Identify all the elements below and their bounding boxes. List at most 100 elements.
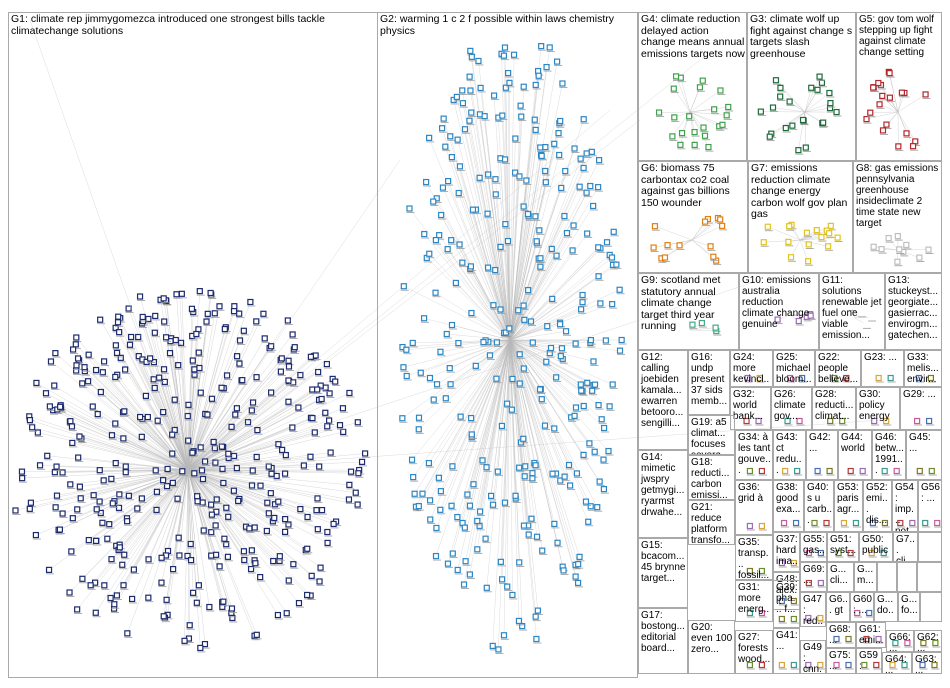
g1-edge bbox=[187, 469, 321, 568]
g2-node bbox=[497, 306, 504, 313]
g2-node bbox=[520, 203, 527, 210]
g1-node bbox=[99, 519, 106, 526]
g1-node bbox=[282, 451, 289, 459]
g2-node bbox=[538, 152, 545, 159]
g6-edge bbox=[654, 225, 693, 241]
group-panel-g68: G68: ... bbox=[826, 622, 856, 648]
g2-node bbox=[576, 183, 583, 190]
g1-node bbox=[12, 507, 19, 514]
g29-node bbox=[913, 417, 921, 425]
g1-node bbox=[128, 333, 135, 341]
g30-node bbox=[871, 417, 878, 425]
g41-node bbox=[778, 661, 785, 669]
g38-node bbox=[792, 519, 800, 527]
g2-node bbox=[427, 516, 434, 523]
g2-node bbox=[426, 497, 434, 504]
g1-node bbox=[101, 582, 108, 589]
g2-node bbox=[436, 232, 443, 239]
g2-node bbox=[432, 289, 439, 296]
g3-node bbox=[772, 77, 780, 84]
g1-node bbox=[79, 575, 86, 582]
g2-node bbox=[502, 221, 509, 228]
g2-node bbox=[505, 69, 512, 77]
g2-edge bbox=[509, 339, 605, 429]
g1-edge bbox=[187, 469, 318, 530]
group-label-g27: G27: forests wood... bbox=[738, 632, 771, 665]
g2-node bbox=[520, 302, 527, 309]
group-panel-g46: G46: betw... 1991... bbox=[872, 430, 906, 480]
g4-node bbox=[686, 113, 693, 120]
g28-node bbox=[827, 417, 834, 425]
g2-node bbox=[400, 364, 407, 371]
g1-node bbox=[26, 505, 33, 512]
g59-node bbox=[861, 661, 868, 669]
g2-edge bbox=[460, 339, 511, 417]
g1-node bbox=[47, 358, 55, 365]
g1-edge bbox=[165, 469, 189, 556]
g2-node bbox=[469, 206, 477, 213]
g2-node bbox=[510, 51, 518, 58]
g3-node bbox=[808, 84, 815, 91]
g4-node bbox=[678, 129, 686, 137]
g2-edge bbox=[509, 116, 522, 341]
g2-node bbox=[516, 351, 523, 358]
g1-node bbox=[211, 310, 218, 317]
g1-node bbox=[247, 298, 254, 306]
g2-edge bbox=[433, 339, 511, 400]
group-panel-g60: G60: ... bbox=[850, 592, 874, 622]
g34-node bbox=[746, 467, 754, 475]
group-panel-g62x: G... fo... bbox=[898, 592, 920, 622]
g3-node bbox=[782, 124, 789, 132]
g2-edge bbox=[492, 339, 511, 646]
g4-node bbox=[691, 141, 698, 148]
g2-node bbox=[571, 412, 578, 419]
g1-edge bbox=[104, 469, 189, 586]
g1-edge bbox=[187, 334, 293, 471]
g1-node bbox=[116, 329, 123, 336]
g2-node bbox=[584, 230, 591, 237]
g9-edge bbox=[689, 329, 717, 332]
g2-node bbox=[572, 573, 579, 580]
g33-node bbox=[927, 374, 935, 382]
g1-node bbox=[316, 463, 323, 470]
g1-node bbox=[143, 358, 150, 365]
g1-node bbox=[208, 529, 215, 536]
g2-node bbox=[610, 228, 617, 235]
g1-node bbox=[92, 609, 99, 616]
g1-node bbox=[281, 470, 289, 477]
g2-node bbox=[600, 456, 607, 463]
g43-node bbox=[794, 467, 801, 475]
g2-node bbox=[437, 506, 444, 513]
g2-edge bbox=[509, 250, 573, 341]
g2-edge bbox=[509, 339, 578, 474]
g22-node bbox=[843, 374, 850, 382]
g1-node bbox=[185, 401, 192, 408]
g4-edge bbox=[675, 76, 691, 113]
group-label-g36: G36: grid à bbox=[738, 482, 764, 504]
g2-node bbox=[546, 44, 553, 51]
g1-node bbox=[268, 470, 275, 477]
group-label-g68: G68: ... bbox=[829, 624, 851, 646]
g1-node bbox=[34, 429, 41, 436]
g2-node bbox=[549, 295, 556, 302]
g2-edge bbox=[438, 339, 511, 478]
g4-node bbox=[691, 128, 698, 136]
g2-node bbox=[468, 431, 475, 438]
g1-node bbox=[283, 610, 290, 617]
g1-edge bbox=[94, 469, 189, 583]
g1-node bbox=[304, 591, 311, 599]
g4-node bbox=[670, 85, 677, 92]
g4-edge bbox=[689, 111, 727, 116]
g1-node bbox=[134, 505, 141, 512]
g2-edge bbox=[509, 120, 561, 341]
g2-edge bbox=[446, 333, 511, 341]
group-label-g12: G12: calling joebiden kamala... ewarren … bbox=[641, 352, 684, 429]
g1-node bbox=[220, 479, 227, 487]
g46-node bbox=[893, 467, 900, 475]
g1-node bbox=[232, 411, 239, 418]
group-label-g58: G... m... bbox=[857, 564, 874, 586]
g1-node bbox=[282, 528, 289, 535]
g2-node bbox=[520, 435, 527, 442]
group-panel-g22: G22: people believe... bbox=[815, 350, 861, 387]
g2-node bbox=[565, 461, 573, 469]
